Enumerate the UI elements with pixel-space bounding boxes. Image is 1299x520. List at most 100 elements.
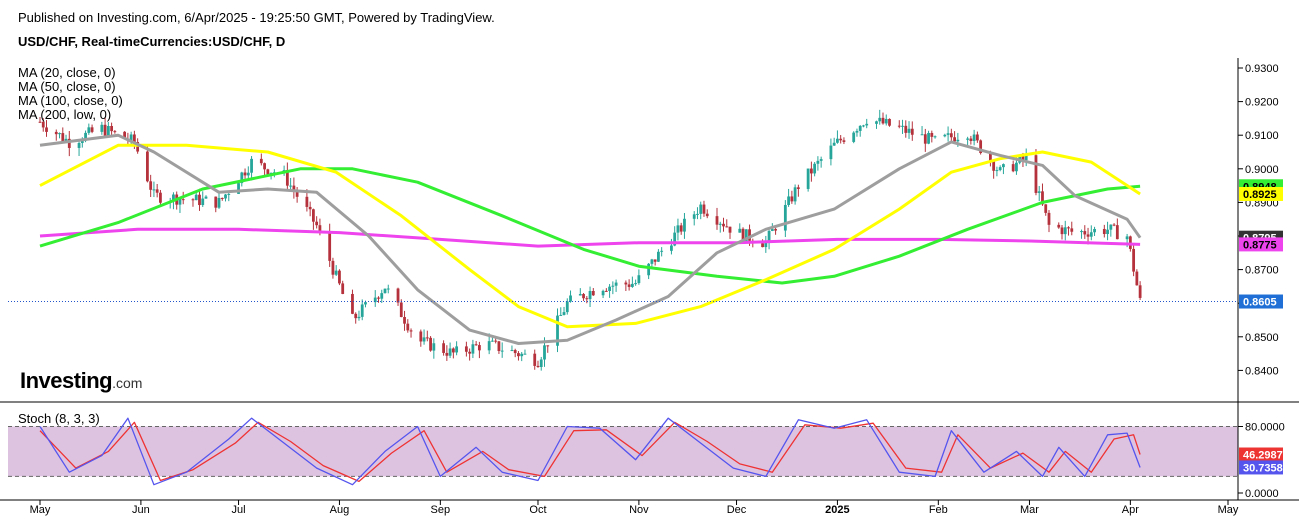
candle-down bbox=[1083, 231, 1087, 235]
candle-up bbox=[601, 290, 605, 296]
candle-up bbox=[578, 294, 582, 296]
candle-down bbox=[761, 243, 764, 248]
candle-up bbox=[246, 172, 250, 176]
candle-down bbox=[1021, 156, 1025, 161]
candle-up bbox=[855, 130, 859, 133]
time-tick-label: May bbox=[1218, 504, 1239, 516]
candle-down bbox=[809, 168, 813, 174]
candle-up bbox=[237, 183, 240, 194]
candle-up bbox=[787, 196, 791, 205]
time-tick-label: 2025 bbox=[825, 504, 849, 516]
candle-up bbox=[58, 133, 61, 135]
time-tick-label: May bbox=[30, 504, 51, 516]
legend-ma100[interactable]: MA (100, close, 0) bbox=[18, 93, 123, 108]
candle-up bbox=[1093, 228, 1096, 233]
candle-up bbox=[77, 142, 81, 148]
time-tick-label: Apr bbox=[1122, 504, 1139, 516]
candle-up bbox=[998, 167, 1002, 171]
candle-down bbox=[536, 365, 540, 367]
candle-up bbox=[539, 359, 543, 367]
candle-down bbox=[888, 118, 891, 126]
candle-up bbox=[1080, 231, 1083, 233]
stoch-d-line bbox=[39, 421, 1141, 483]
candle-down bbox=[774, 229, 777, 231]
candle-up bbox=[565, 301, 569, 313]
candle-down bbox=[494, 340, 498, 342]
candle-up bbox=[634, 283, 638, 285]
candle-up bbox=[884, 118, 888, 124]
candle-down bbox=[54, 131, 58, 135]
candle-up bbox=[813, 163, 817, 174]
stoch-k-line bbox=[39, 417, 1141, 486]
candle-down bbox=[429, 337, 432, 351]
candle-down bbox=[1070, 228, 1074, 232]
candle-down bbox=[904, 125, 908, 133]
stoch-line-layer bbox=[39, 417, 1141, 486]
candle-down bbox=[266, 169, 270, 175]
candle-up bbox=[250, 158, 253, 173]
candle-up bbox=[100, 124, 104, 132]
candle-down bbox=[910, 128, 914, 135]
candle-up bbox=[614, 282, 618, 286]
candle-down bbox=[468, 351, 472, 354]
candle-down bbox=[351, 293, 354, 314]
time-tick-label: Oct bbox=[529, 504, 546, 516]
candle-up bbox=[432, 343, 436, 351]
candle-up bbox=[816, 160, 820, 164]
candle-down bbox=[331, 260, 335, 275]
candle-down bbox=[442, 343, 445, 353]
time-tick-label: Dec bbox=[727, 504, 747, 516]
candle-down bbox=[474, 344, 478, 346]
candle-up bbox=[373, 297, 377, 303]
candle-up bbox=[858, 125, 862, 131]
candle-down bbox=[585, 298, 589, 300]
candle-up bbox=[559, 314, 563, 316]
candle-down bbox=[722, 223, 725, 227]
candle-up bbox=[1106, 229, 1109, 235]
candle-up bbox=[696, 213, 699, 215]
candle-up bbox=[1125, 236, 1129, 240]
price-tag-box bbox=[1239, 237, 1283, 252]
indicator-legend: MA (20, close, 0) MA (50, close, 0) MA (… bbox=[18, 66, 123, 122]
time-tick-label: Feb bbox=[929, 504, 948, 516]
candle-up bbox=[471, 344, 475, 354]
price-tag-label: 0.8925 bbox=[1243, 189, 1277, 201]
candle-down bbox=[425, 337, 429, 339]
candle-down bbox=[497, 341, 501, 351]
candle-down bbox=[796, 187, 800, 189]
stoch-tag-box bbox=[1239, 460, 1283, 475]
candle-up bbox=[699, 204, 703, 214]
candle-down bbox=[41, 121, 45, 128]
candle-up bbox=[152, 189, 156, 191]
candle-down bbox=[705, 213, 709, 217]
candle-down bbox=[1060, 227, 1064, 235]
time-tick-label: Jul bbox=[232, 504, 246, 516]
candle-up bbox=[106, 126, 110, 136]
legend-ma200[interactable]: MA (200, low, 0) bbox=[18, 107, 112, 122]
candle-up bbox=[793, 187, 797, 202]
candle-up bbox=[783, 204, 787, 231]
candle-down bbox=[1112, 224, 1116, 226]
time-tick-label: Mar bbox=[1020, 504, 1039, 516]
candle-up bbox=[832, 142, 836, 146]
candle-up bbox=[676, 225, 680, 233]
candle-up bbox=[204, 196, 208, 199]
candle-up bbox=[178, 199, 182, 205]
candle-up bbox=[201, 198, 205, 206]
candle-down bbox=[308, 206, 312, 210]
candle-down bbox=[90, 127, 94, 132]
candle-up bbox=[194, 194, 198, 201]
legend-ma20[interactable]: MA (20, close, 0) bbox=[18, 65, 116, 80]
candle-down bbox=[341, 283, 345, 294]
legend-ma50[interactable]: MA (50, close, 0) bbox=[18, 79, 116, 94]
candle-up bbox=[227, 193, 231, 195]
candle-down bbox=[45, 127, 48, 132]
stoch-tag-box bbox=[1239, 447, 1283, 462]
price-tag-box bbox=[1239, 294, 1283, 309]
candle-up bbox=[995, 170, 999, 172]
candle-down bbox=[146, 151, 149, 182]
candle-down bbox=[305, 196, 309, 207]
candle-down bbox=[1041, 191, 1044, 205]
time-tick-label: Nov bbox=[629, 504, 649, 516]
